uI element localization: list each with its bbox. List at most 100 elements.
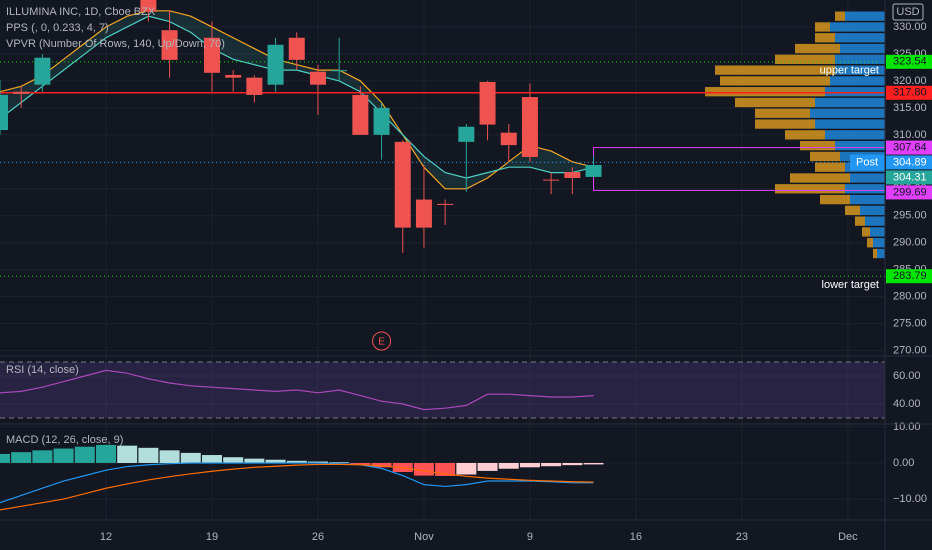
macd-histogram: [350, 462, 371, 465]
profile-up: [877, 248, 885, 259]
macd-histogram: [329, 462, 350, 463]
profile-up: [850, 173, 885, 183]
price-label-bg: [886, 140, 932, 155]
post-tag: Post: [856, 156, 878, 168]
y-tick-label: 270.00: [893, 345, 927, 357]
candle-body: [564, 172, 581, 178]
candle-body: [585, 165, 602, 177]
profile-up: [850, 194, 885, 205]
x-tick-label: 23: [736, 531, 748, 543]
macd-histogram: [519, 462, 540, 468]
x-tick-label: 26: [312, 531, 324, 543]
earnings-label: E: [378, 337, 385, 348]
profile-down: [735, 97, 815, 108]
y-tick-label: 275.00: [893, 318, 927, 330]
currency-button[interactable]: [892, 3, 924, 21]
macd-histogram: [265, 459, 286, 463]
candle-body: [331, 70, 348, 72]
currency[interactable]: USD: [896, 6, 919, 18]
profile-down: [810, 151, 840, 162]
profile-down: [867, 238, 873, 248]
macd-histogram: [413, 462, 434, 476]
profile-down: [815, 22, 830, 32]
price-label-bg: [886, 155, 932, 170]
price-label-bg: [886, 85, 932, 100]
candle-body: [13, 91, 30, 94]
rsi-title: RSI (14, close): [6, 364, 79, 376]
price-label: 283.79: [893, 270, 927, 282]
profile-down: [715, 65, 835, 75]
profile-down: [705, 87, 825, 97]
candle-body: [267, 44, 284, 85]
candle-body: [521, 97, 538, 157]
y-tick-label: 320.00: [893, 75, 927, 87]
profile-up: [860, 205, 885, 216]
candle-body: [458, 126, 475, 142]
macd-histogram: [562, 462, 583, 466]
candle-body: [0, 94, 8, 130]
x-tick-label: 19: [206, 531, 218, 543]
macd-histogram: [32, 450, 53, 463]
macd-histogram: [223, 457, 244, 463]
profile-up: [873, 238, 885, 248]
x-tick-label: 12: [100, 531, 112, 543]
rsi-line: [0, 369, 594, 411]
y-tick-label: 315.00: [893, 102, 927, 114]
candle-body: [479, 81, 496, 125]
candle-body: [203, 37, 220, 73]
macd-histogram: [53, 448, 74, 463]
profile-up: [830, 22, 885, 32]
macd-histogram: [244, 458, 265, 463]
profile-up: [840, 43, 885, 54]
profile-down: [815, 33, 835, 43]
x-tick-label: Dec: [838, 531, 858, 543]
price-label: 317.80: [893, 87, 927, 99]
macd-histogram: [159, 450, 180, 463]
profile-up: [815, 119, 885, 129]
target-label: upper target: [820, 65, 879, 77]
earnings-marker: [372, 331, 392, 351]
profile-up: [870, 227, 885, 237]
y-tick-label: 40.00: [893, 398, 921, 410]
profile-down: [815, 162, 845, 172]
profile-up: [825, 87, 885, 97]
macd-histogram: [11, 452, 32, 463]
x-tick-label: 9: [527, 531, 533, 543]
macd-histogram: [138, 447, 159, 463]
macd-histogram: [117, 445, 138, 463]
candle-body: [246, 77, 263, 95]
y-tick-label: 310.00: [893, 129, 927, 141]
candle-body: [140, 0, 157, 12]
candle-body: [34, 57, 51, 85]
macd-histogram: [74, 446, 95, 463]
y-tick-label: 0.00: [893, 457, 914, 469]
macd-histogram: [498, 462, 519, 469]
target-label: lower target: [822, 279, 879, 291]
price-label-bg: [886, 170, 932, 185]
x-tick-label: 16: [630, 531, 642, 543]
y-tick-label: 295.00: [893, 210, 927, 222]
y-tick-label: 60.00: [893, 370, 921, 382]
profile-up: [835, 140, 885, 151]
profile-down: [855, 216, 865, 226]
price-label-bg: [886, 269, 932, 284]
profile-down: [755, 119, 815, 129]
y-tick-label: 10.00: [893, 421, 921, 433]
profile-down: [820, 194, 850, 205]
profile-up: [830, 76, 885, 86]
profile-down: [720, 76, 830, 86]
profile-down: [790, 173, 850, 183]
price-label: 323.54: [893, 56, 927, 68]
profile-up: [825, 130, 885, 140]
macd-histogram: [477, 462, 498, 471]
rsi-band: [0, 362, 885, 418]
profile-up: [835, 54, 885, 64]
candle-body: [394, 141, 411, 228]
y-tick-label: 280.00: [893, 291, 927, 303]
price-label: 304.31: [893, 171, 927, 183]
indicator-label: VPVR (Number Of Rows, 140, Up/Down, 70): [6, 38, 225, 50]
macd-histogram: [95, 444, 116, 463]
macd-line: [0, 463, 594, 511]
profile-down: [775, 184, 845, 194]
candle-body: [415, 199, 432, 228]
